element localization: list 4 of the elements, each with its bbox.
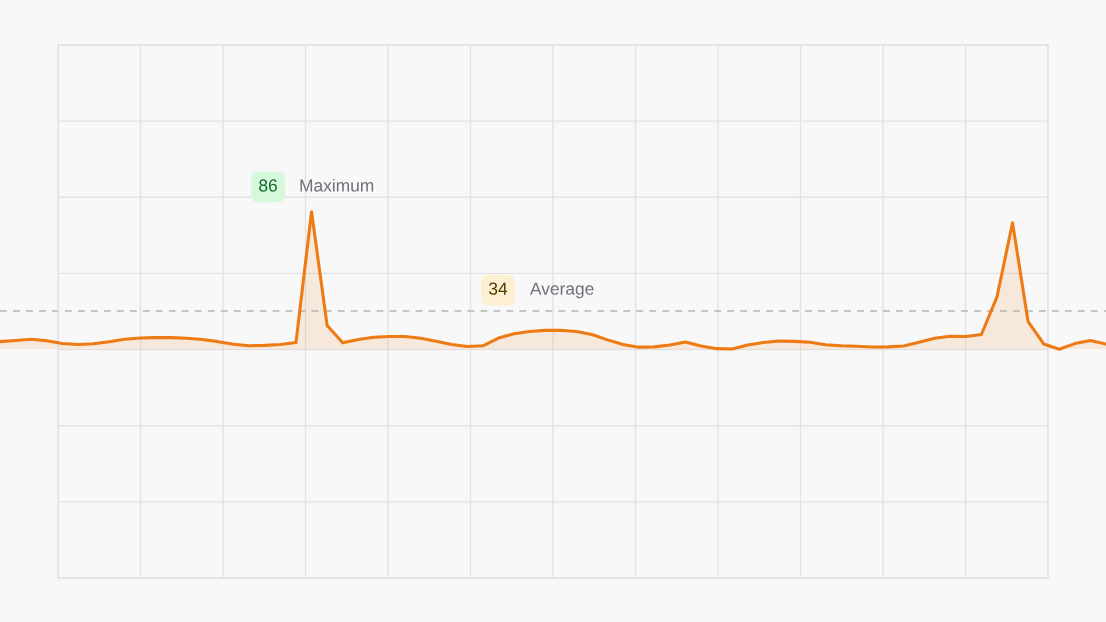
text: 86 xyxy=(259,179,277,192)
ref-line-label: Average xyxy=(529,282,594,299)
text: Maximum xyxy=(300,178,374,192)
annotation: 34 xyxy=(489,282,508,295)
